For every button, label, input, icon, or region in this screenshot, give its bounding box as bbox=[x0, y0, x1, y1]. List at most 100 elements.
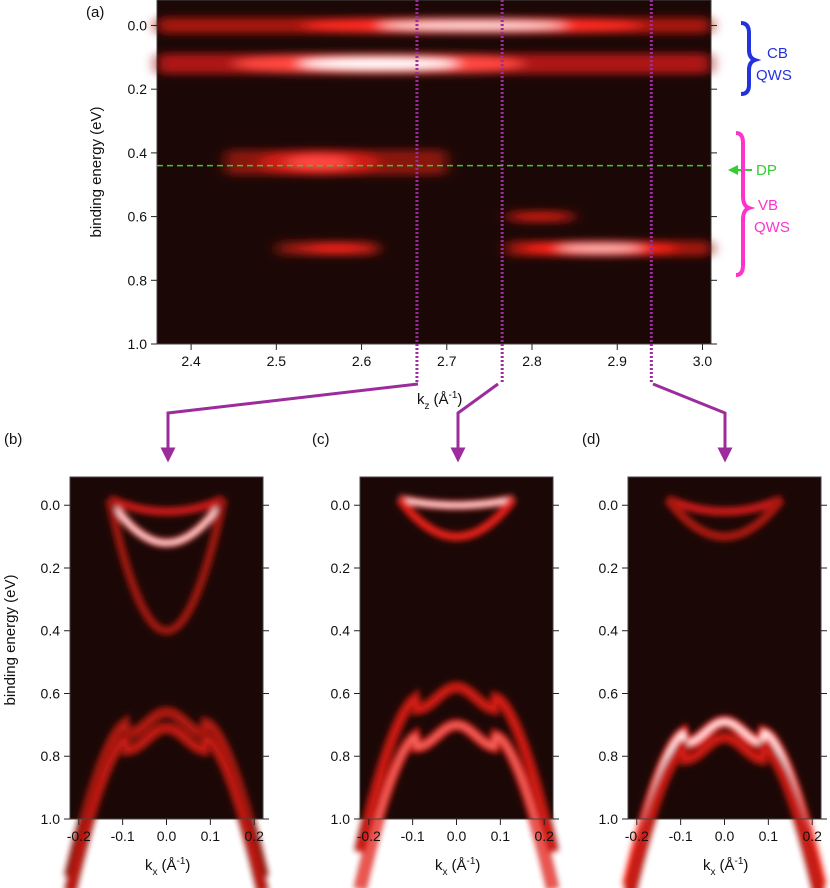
connector-arrow-b bbox=[160, 382, 419, 463]
panel-b-ytick-label: 1.0 bbox=[41, 811, 61, 827]
panel-b-xtick-label: -0.2 bbox=[67, 828, 91, 844]
panel-a-cursors bbox=[415, 0, 653, 384]
panel-c-xtick-label: -0.1 bbox=[401, 828, 425, 844]
panel-a-xtick-label: 2.7 bbox=[437, 353, 457, 369]
panel-d-xtick-label: -0.1 bbox=[669, 828, 693, 844]
panel-a-ticks: 2.4 2.5 2.6 2.7 2.8 2.9 3.0 0.0 0.2 0.4 0.6 0.8 1.0 bbox=[128, 17, 717, 369]
panel-d-xtick-label: 0.0 bbox=[715, 828, 735, 844]
panel-a-frame bbox=[156, 0, 712, 345]
panel-b: (b) -0.2 -0.1 0.0 0.1 0.20.00.20.40.60.81.0 … bbox=[2, 431, 269, 888]
panel-a-xtick-label: 2.6 bbox=[352, 353, 372, 369]
panel-a-xtick-label: 3.0 bbox=[693, 353, 713, 369]
panel-d-vb-band-core bbox=[629, 735, 820, 888]
panel-c-vb-band-core bbox=[358, 722, 555, 888]
connector-arrow-d bbox=[652, 382, 733, 463]
panel-c-ytick-label: 1.0 bbox=[331, 811, 351, 827]
panel-d-xtick-label: 0.1 bbox=[759, 828, 779, 844]
panel-d-cb-band-core bbox=[666, 498, 783, 539]
panel-c-bands bbox=[354, 494, 559, 888]
panel-b-bands bbox=[64, 494, 269, 888]
panel-b-xtick-label: 0.0 bbox=[157, 828, 177, 844]
panel-b-ticks: -0.2 -0.1 0.0 0.1 0.2 0.0 0.2 0.4 0.6 0.8 1.0 bbox=[41, 497, 269, 844]
panel-c-cb-band-core bbox=[398, 498, 515, 539]
panel-c-label: (c) bbox=[312, 431, 330, 448]
panel-d-ticks: -0.2 -0.1 0.0 0.1 0.2 0.0 0.2 0.4 0.6 0.8 1.0 bbox=[599, 497, 827, 844]
panel-b-cb-band-core bbox=[108, 498, 225, 545]
panel-d-ytick-label: 1.0 bbox=[599, 811, 619, 827]
panel-b-ytick-label: 0.2 bbox=[41, 560, 61, 576]
panel-a-ytick-label: 1.0 bbox=[128, 336, 148, 352]
panel-a-band-peak bbox=[378, 21, 567, 30]
panel-d-ytick-label: 0.0 bbox=[599, 497, 619, 513]
panel-a-xtick-label: 2.5 bbox=[267, 353, 287, 369]
panel-b-label: (b) bbox=[4, 431, 22, 448]
panel-a-band-peak bbox=[521, 213, 560, 220]
panel-c-xlabel: kx (Å-1) bbox=[435, 856, 480, 878]
panel-d: (d) -0.2 -0.1 0.0 0.1 0.20.00.20.40.60.81.0 … bbox=[582, 431, 827, 888]
panel-c-xtick-label: 0.0 bbox=[447, 828, 467, 844]
panel-c-cb-band-core bbox=[399, 497, 514, 507]
panel-a-band-peak bbox=[298, 58, 459, 70]
panel-b-vb-band-core bbox=[69, 725, 264, 888]
connector-arrow-c bbox=[450, 382, 499, 463]
panel-d-xlabel: kx (Å-1) bbox=[703, 856, 748, 878]
panel-d-ytick-label: 0.4 bbox=[599, 623, 619, 639]
panel-c-ytick-label: 0.4 bbox=[331, 623, 351, 639]
vb-label-vb: VB bbox=[758, 197, 778, 214]
panel-b-cb-band-core bbox=[108, 498, 225, 633]
panel-c-ticks: -0.2 -0.1 0.0 0.1 0.2 0.0 0.2 0.4 0.6 0.8 1.0 bbox=[331, 497, 559, 844]
dp-label: DP bbox=[756, 162, 777, 179]
panel-b-xlabel: kx (Å-1) bbox=[145, 856, 190, 878]
panel-a-ytick-label: 0.6 bbox=[128, 209, 148, 225]
panel-b-xtick-label: -0.1 bbox=[111, 828, 135, 844]
panel-a-ytick-label: 0.2 bbox=[128, 81, 148, 97]
vb-label-qws: QWS bbox=[754, 219, 790, 236]
panel-c-xtick-label: 0.1 bbox=[491, 828, 511, 844]
panel-a-ytick-label: 0.0 bbox=[128, 17, 148, 33]
panel-a-ylabel: binding energy (eV) bbox=[88, 107, 105, 238]
panel-a-bands bbox=[157, 17, 711, 257]
panel-c-vb-band-core bbox=[358, 685, 555, 853]
panel-d-xtick-label: 0.2 bbox=[802, 828, 822, 844]
panel-d-cb-band-core bbox=[666, 497, 783, 513]
panel-a-xlabel: kz (Å-1) bbox=[417, 390, 462, 412]
panel-b-ytick-label: 0.6 bbox=[41, 685, 61, 701]
cb-bracket bbox=[740, 21, 762, 96]
panel-c-plot-background bbox=[360, 477, 553, 819]
panel-a-xtick-label: 2.4 bbox=[181, 353, 201, 369]
cb-label-qws: QWS bbox=[756, 67, 792, 84]
panel-b-xtick-label: 0.2 bbox=[244, 828, 264, 844]
panel-a-xtick-label: 2.8 bbox=[522, 353, 542, 369]
panel-b-ytick-label: 0.8 bbox=[41, 748, 61, 764]
panel-d-label: (d) bbox=[582, 431, 600, 448]
vb-bracket bbox=[735, 131, 756, 277]
panel-d-ytick-label: 0.6 bbox=[599, 685, 619, 701]
panel-c-xtick-label: -0.2 bbox=[357, 828, 381, 844]
panel-a-ytick-label: 0.8 bbox=[128, 272, 148, 288]
panel-a-xtick-label: 2.9 bbox=[608, 353, 628, 369]
panel-a: (a) 2.4 2.5 2.6 2.7 2.8 2.9 3.0 0.0 0.2 0.4 0.6 0.8… bbox=[86, 0, 792, 412]
panel-c-xtick-label: 0.2 bbox=[534, 828, 554, 844]
panel-b-ytick-label: 0.4 bbox=[41, 623, 61, 639]
panel-a-ytick-label: 0.4 bbox=[128, 145, 148, 161]
panel-b-ytick-label: 0.0 bbox=[41, 497, 61, 513]
panel-b-cb-band-core bbox=[108, 497, 225, 513]
panel-c-ytick-label: 0.0 bbox=[331, 497, 351, 513]
panel-d-xtick-label: -0.2 bbox=[625, 828, 649, 844]
panel-b-ylabel: binding energy (eV) bbox=[2, 575, 19, 706]
panel-d-ytick-label: 0.2 bbox=[599, 560, 619, 576]
panel-d-ytick-label: 0.8 bbox=[599, 748, 619, 764]
panel-a-label: (a) bbox=[86, 4, 104, 21]
panel-d-bands bbox=[622, 494, 827, 888]
panel-a-band-peak bbox=[312, 244, 360, 253]
cb-label-cb: CB bbox=[767, 45, 788, 62]
panel-c: (c) -0.2 -0.1 0.0 0.1 0.20.00.20.40.60.81.0 … bbox=[312, 431, 559, 888]
panel-b-xtick-label: 0.1 bbox=[201, 828, 221, 844]
connector-arrows bbox=[160, 382, 733, 463]
panel-a-band-peak bbox=[558, 244, 643, 253]
panel-c-ytick-label: 0.6 bbox=[331, 685, 351, 701]
panel-c-ytick-label: 0.8 bbox=[331, 748, 351, 764]
panel-c-ytick-label: 0.2 bbox=[331, 560, 351, 576]
panel-a-band-peak bbox=[286, 155, 352, 170]
